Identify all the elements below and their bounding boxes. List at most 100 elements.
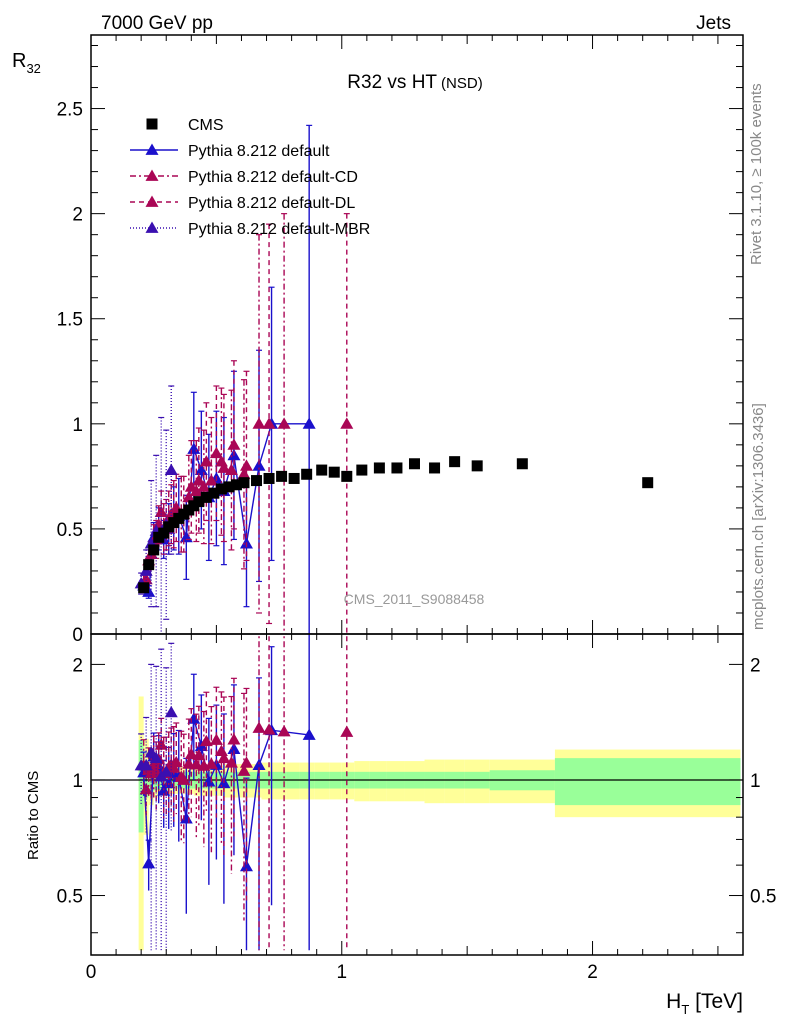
legend-marker (145, 221, 159, 233)
ratio-point (227, 733, 241, 745)
legend-marker (145, 143, 159, 155)
cms-point (316, 464, 328, 476)
data-point (302, 417, 316, 429)
cms-point (429, 462, 441, 474)
ratio-y-tick-label: 0.5 (57, 887, 83, 908)
header-right: Jets (696, 13, 731, 34)
band-stat-bin (138, 740, 144, 833)
data-point (197, 480, 211, 492)
ratio-point (164, 705, 178, 718)
ratio-point (237, 764, 251, 776)
ratio-point (252, 721, 266, 733)
legend: CMS Pythia 8.212 default Pythia 8.212 defa… (130, 117, 370, 238)
ratio-point (239, 756, 253, 768)
y-tick-label: 2 (72, 205, 83, 226)
cms-point (263, 472, 275, 484)
rivet-label: Rivet 3.1.10, ≥ 100k events (748, 83, 765, 265)
ratio-point (179, 812, 193, 824)
cms-point (642, 477, 654, 489)
ratio-point (199, 734, 213, 747)
ratio-point (224, 756, 238, 768)
data-point (262, 417, 276, 429)
header-left: 7000 GeV pp (101, 13, 213, 34)
cms-point (276, 470, 288, 482)
cms-point (223, 481, 235, 493)
ratio-point (239, 859, 253, 872)
ratio-point (262, 723, 276, 735)
cms-point (148, 544, 160, 556)
ratio-point (189, 758, 203, 770)
cms-point (251, 475, 263, 487)
ratio-point (169, 755, 183, 768)
y-tick-label: 1 (72, 415, 83, 436)
ratio-point (202, 775, 216, 787)
cms-point (341, 470, 353, 482)
ratio-y-tick-label-right: 0.5 (750, 887, 776, 908)
ratio-point (187, 712, 201, 724)
data-point (209, 446, 223, 459)
data-point (237, 467, 251, 480)
x-axis-label: HT [TeV] (666, 990, 743, 1017)
y-tick-label: 1.5 (57, 310, 83, 331)
y-tick-label: 0 (72, 625, 83, 646)
ratio-y-tick-label-right: 2 (750, 655, 761, 676)
data-point (252, 459, 266, 471)
data-point (252, 417, 266, 429)
x-tick-label: 2 (587, 962, 598, 983)
ratio-y-axis-label: Ratio to CMS (25, 771, 42, 860)
cms-point (230, 479, 242, 491)
ratio-point (192, 748, 206, 761)
data-point (239, 459, 253, 471)
legend-label: CMS (188, 117, 224, 134)
cms-point (373, 462, 385, 474)
watermark: CMS_2011_S9088458 (344, 591, 485, 607)
series-3-ratio (134, 642, 178, 951)
mcplots-label: mcplots.cern.ch [arXiv:1306.3436] (750, 403, 767, 630)
cms-point (208, 487, 220, 499)
data-point (192, 474, 206, 486)
ratio-panel (91, 634, 743, 951)
cms-point (158, 527, 170, 539)
x-tick-label: 1 (336, 962, 347, 983)
cms-point (143, 559, 155, 571)
ratio-point (204, 757, 218, 769)
data-point (194, 463, 208, 475)
legend-marker-cms (146, 118, 158, 130)
cms-point (449, 456, 461, 468)
ratio-point (340, 725, 354, 737)
cms-point (391, 462, 403, 474)
band-stat-bin (554, 758, 741, 806)
legend-label: Pythia 8.212 default-MBR (188, 221, 370, 238)
ratio-point (177, 773, 191, 785)
cms-point (200, 491, 212, 503)
cms-point (138, 582, 150, 594)
ratio-point (139, 758, 153, 771)
data-point (340, 417, 354, 429)
y-tick-label: 2.5 (57, 100, 83, 121)
cms-point (193, 496, 205, 508)
ratio-point (209, 733, 223, 745)
data-point (184, 480, 198, 492)
cms-point (471, 460, 483, 472)
legend-label: Pythia 8.212 default-DL (188, 195, 355, 212)
data-point (217, 461, 231, 473)
cms-point (215, 483, 227, 495)
data-point (227, 438, 241, 450)
legend-marker (145, 195, 159, 207)
chart-title: R32 vs HT (NSD) (347, 72, 482, 93)
cms-point (356, 464, 368, 476)
y-axis-label: R32 (12, 50, 41, 76)
ratio-point (302, 728, 316, 740)
data-point (277, 417, 291, 429)
ratio-point (227, 742, 241, 755)
data-point (182, 490, 196, 503)
data-point (199, 455, 213, 467)
ratio-point (159, 765, 173, 777)
ratio-point (252, 758, 266, 771)
cms-point (238, 477, 250, 489)
cms-point (516, 458, 528, 470)
data-point (204, 474, 218, 486)
ratio-point (149, 751, 163, 764)
cms-point (301, 468, 313, 480)
